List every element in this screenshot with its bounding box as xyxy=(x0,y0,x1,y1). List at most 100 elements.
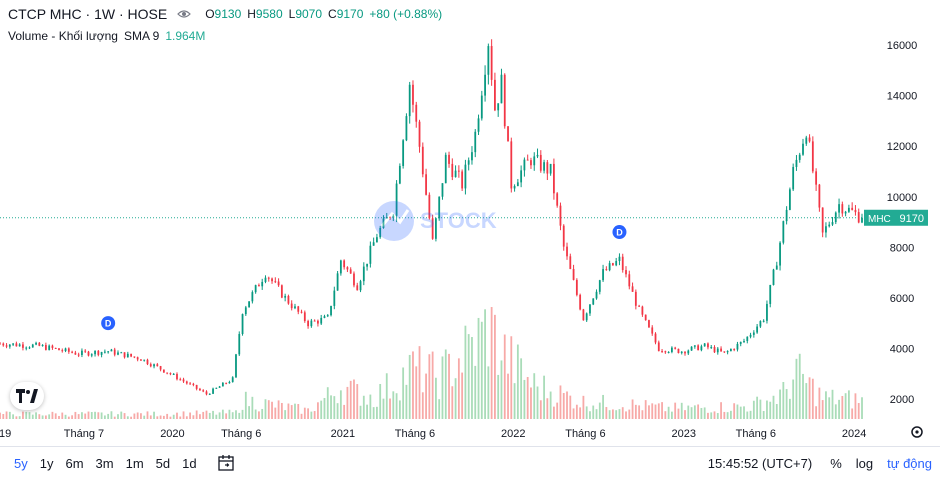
candle-body xyxy=(280,285,283,298)
volume-bar xyxy=(825,391,827,419)
candle-body xyxy=(487,46,490,75)
candle-body xyxy=(831,222,834,225)
volume-bar xyxy=(18,416,21,419)
volume-bar xyxy=(107,413,110,419)
volume-bar xyxy=(41,415,44,419)
candle-body xyxy=(736,343,739,350)
eye-icon[interactable] xyxy=(177,7,192,21)
candle-body xyxy=(146,359,149,365)
volume-bar xyxy=(471,337,473,419)
volume-bar xyxy=(566,391,568,419)
candle-body xyxy=(385,217,388,219)
candle-body xyxy=(77,354,80,356)
volume-bar xyxy=(539,400,542,419)
candle-body xyxy=(533,156,536,166)
range-button-5y[interactable]: 5y xyxy=(14,455,28,471)
volume-bar xyxy=(651,403,654,419)
volume-bar xyxy=(592,405,595,419)
volume-bar xyxy=(35,412,37,419)
candle-body xyxy=(120,352,123,354)
candle-body xyxy=(169,373,172,375)
volume-bar xyxy=(503,334,506,419)
candle-body xyxy=(339,260,342,274)
candle-body xyxy=(582,309,585,321)
volume-bar xyxy=(579,407,582,419)
candle-body xyxy=(651,327,654,334)
dividend-marker-label: D xyxy=(616,228,623,238)
date-range-icon[interactable] xyxy=(217,454,235,472)
volume-bar xyxy=(693,405,696,419)
volume-bar xyxy=(258,411,260,419)
candle-body xyxy=(179,379,182,381)
volume-bar xyxy=(543,375,545,419)
volume-bar xyxy=(772,395,775,419)
log-toggle[interactable]: log xyxy=(855,455,874,471)
candle-body xyxy=(546,162,549,174)
candle-body xyxy=(408,84,411,117)
candle-body xyxy=(579,294,582,310)
candle-body xyxy=(438,196,441,219)
volume-bar xyxy=(2,414,5,419)
candle-body xyxy=(64,348,67,352)
candle-body xyxy=(156,364,159,367)
candle-body xyxy=(176,373,178,380)
volume-bar xyxy=(523,379,526,419)
volume-bar xyxy=(310,411,313,419)
x-axis-label: Tháng 6 xyxy=(395,428,435,440)
volume-bar xyxy=(602,394,604,419)
tradingview-logo[interactable] xyxy=(10,382,44,410)
candle-body xyxy=(130,353,133,357)
candle-body xyxy=(221,382,224,387)
candle-body xyxy=(654,333,657,343)
volume-bar xyxy=(716,413,719,419)
clock-time[interactable]: 15:45:52 (UTC+7) xyxy=(707,455,813,471)
candle-body xyxy=(828,224,831,227)
candle-body xyxy=(834,212,837,223)
volume-bar xyxy=(189,412,192,419)
volume-bar xyxy=(356,384,359,419)
x-axis-label: 2023 xyxy=(671,428,695,440)
candle-body xyxy=(454,170,457,178)
candle-body xyxy=(18,344,21,347)
percent-toggle[interactable]: % xyxy=(830,455,842,471)
x-axis-label: 2022 xyxy=(501,428,525,440)
range-button-1d[interactable]: 1d xyxy=(182,455,197,471)
candle-body xyxy=(133,356,136,358)
volume-bar xyxy=(585,406,588,419)
candle-body xyxy=(349,269,352,274)
candle-body xyxy=(562,225,565,247)
price-tag-symbol: MHC xyxy=(868,214,891,225)
range-button-3m[interactable]: 3m xyxy=(95,455,114,471)
volume-bar xyxy=(474,365,477,419)
volume-bar xyxy=(267,400,270,419)
volume-value: 1.964M xyxy=(165,29,206,43)
volume-bar xyxy=(861,397,863,419)
candle-body xyxy=(346,267,349,270)
volume-bar xyxy=(51,411,54,419)
volume-bar xyxy=(176,412,178,419)
volume-bar xyxy=(638,405,641,419)
volume-bar xyxy=(736,404,739,419)
candle-body xyxy=(766,303,768,321)
x-axis-label: Tháng 6 xyxy=(565,428,605,440)
range-button-5d[interactable]: 5d xyxy=(155,455,171,471)
volume-bar xyxy=(326,387,329,419)
volume-bar xyxy=(847,390,850,419)
settings-gear-icon[interactable] xyxy=(911,426,923,438)
volume-bar xyxy=(834,404,837,419)
candle-body xyxy=(661,351,663,353)
ohlc-close: C9170 xyxy=(328,7,364,21)
volume-bar xyxy=(271,401,273,419)
volume-bar xyxy=(136,412,139,419)
candle-body xyxy=(15,343,18,347)
range-button-1y[interactable]: 1y xyxy=(39,455,54,471)
range-button-1m[interactable]: 1m xyxy=(125,455,144,471)
auto-scale-toggle[interactable]: tự động xyxy=(887,455,932,471)
candle-body xyxy=(182,379,185,382)
range-button-6m[interactable]: 6m xyxy=(65,455,84,471)
candle-body xyxy=(638,305,641,307)
candle-body xyxy=(615,261,618,266)
candle-body xyxy=(205,391,208,395)
